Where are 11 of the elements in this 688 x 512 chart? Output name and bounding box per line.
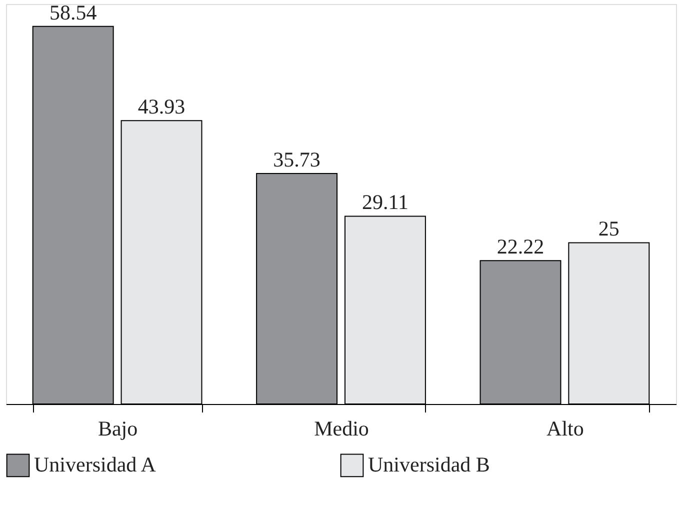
legend-label: Universidad A: [34, 452, 157, 476]
data-label: 58.54: [49, 0, 98, 24]
x-tick-label: Medio: [314, 416, 369, 440]
data-label: 29.11: [362, 190, 408, 214]
data-label: 25: [598, 216, 620, 241]
x-tick-label: Bajo: [98, 416, 138, 440]
data-label: 35.73: [273, 147, 320, 172]
data-label: 22.22: [496, 234, 544, 259]
data-label: 43.93: [138, 94, 186, 119]
x-tick-label: Alto: [546, 416, 584, 440]
legend-label: Universidad B: [368, 452, 490, 476]
